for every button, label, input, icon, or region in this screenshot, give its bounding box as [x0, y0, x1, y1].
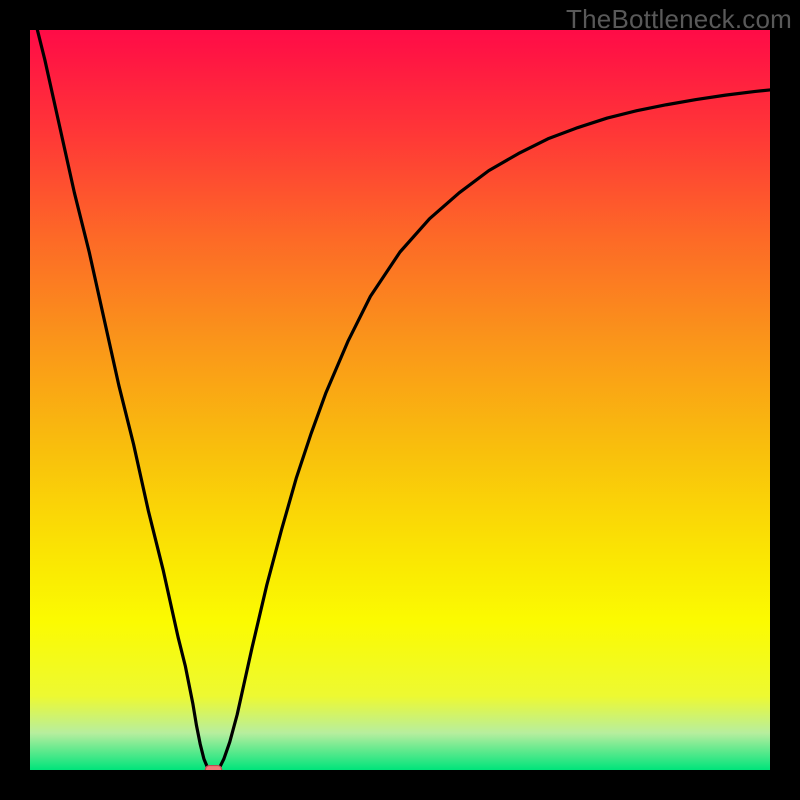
watermark-text: TheBottleneck.com — [566, 4, 792, 35]
plot-background — [30, 30, 770, 770]
optimum-marker — [205, 766, 221, 775]
bottleneck-chart: TheBottleneck.com — [0, 0, 800, 800]
chart-svg — [0, 0, 800, 800]
